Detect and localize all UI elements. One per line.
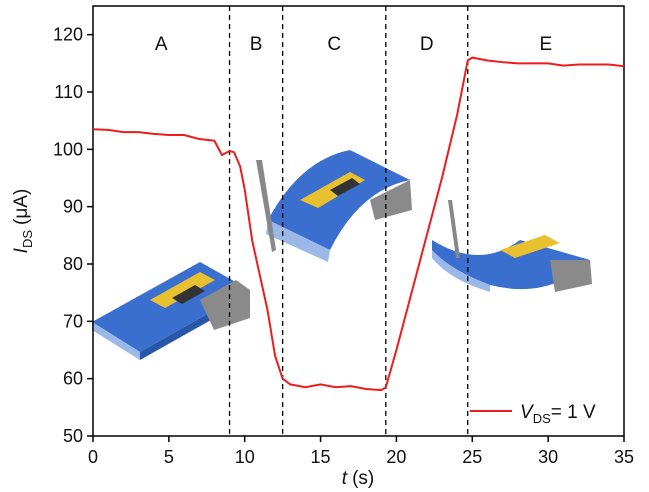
x-tick-label: 30 <box>538 447 558 467</box>
legend-label: VDS= 1 V <box>520 402 596 426</box>
device-illustration <box>432 200 592 292</box>
x-tick-label: 20 <box>386 447 406 467</box>
y-tick-label: 90 <box>63 197 83 217</box>
y-axis-label: IDS (μA) <box>11 189 35 254</box>
x-tick-label: 35 <box>614 447 634 467</box>
x-tick-label: 0 <box>88 447 98 467</box>
legend-subscript: DS <box>533 411 551 426</box>
x-symbol: t <box>342 468 348 489</box>
y-tick-label: 60 <box>63 369 83 389</box>
data-line <box>92 56 625 392</box>
y-unit: (μA) <box>11 189 32 225</box>
y-tick-label: 100 <box>53 139 83 159</box>
y-tick-label: 110 <box>54 82 83 102</box>
region-label: B <box>250 34 263 55</box>
y-tick-label: 80 <box>63 254 83 274</box>
x-tick-label: 25 <box>462 447 482 467</box>
y-tick-label: 70 <box>63 311 83 331</box>
device-illustration <box>92 262 250 360</box>
legend-rest: = 1 V <box>551 402 596 423</box>
x-tick-label: 15 <box>311 447 331 467</box>
x-tick-label: 10 <box>235 447 255 467</box>
region-label: C <box>327 34 341 55</box>
y-tick-label: 50 <box>63 426 83 446</box>
y-axis-label-text: IDS (μA) <box>11 189 35 254</box>
x-tick-label: 5 <box>164 447 174 467</box>
y-symbol: I <box>11 247 32 253</box>
region-label: D <box>420 34 434 55</box>
region-label: E <box>540 34 553 55</box>
legend-symbol: V <box>520 402 535 423</box>
y-subscript: DS <box>20 230 35 248</box>
y-tick-label: 120 <box>53 25 83 45</box>
device-illustration <box>256 150 412 262</box>
x-unit: (s) <box>352 468 374 489</box>
region-label: A <box>155 34 168 55</box>
x-axis-label: t (s) <box>342 468 374 489</box>
plot-frame <box>92 5 625 437</box>
